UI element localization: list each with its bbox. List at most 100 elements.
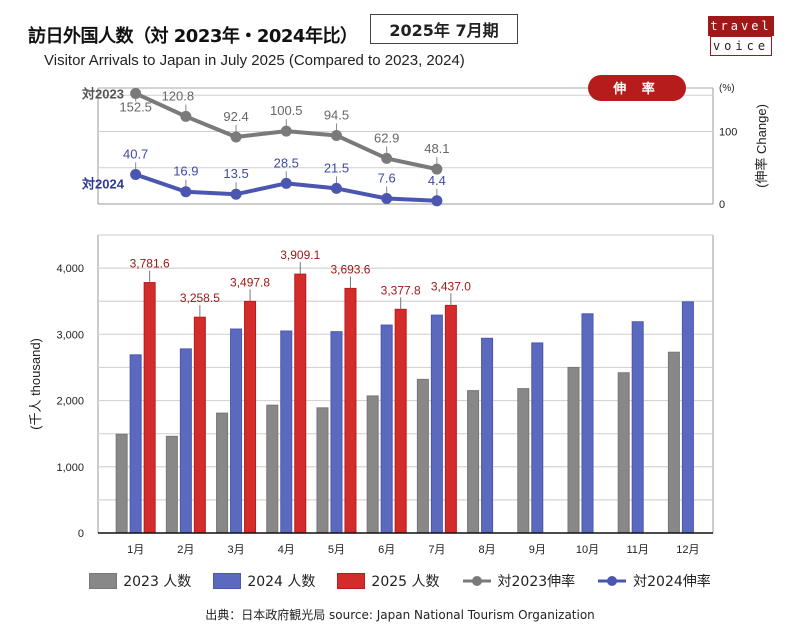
legend-label: 対2024伸率 [633, 574, 711, 590]
bar-data-label: 3,909.1 [280, 248, 320, 262]
line-series-name: 対2023 [81, 86, 124, 101]
visitor-bar-chart: 0 1,000 2,000 3,000 4,000 (千人 thousand) 3,781.… [28, 234, 714, 556]
bar-x-tick-label: 3月 [227, 544, 244, 556]
line-point [180, 186, 192, 198]
source-note: 出典：日本政府観光局 source: Japan National Touris… [205, 608, 595, 622]
bar-2025 [344, 287, 357, 534]
growth-rate-chart: 0 100 (%) (伸率 Change) 伸 率 152.5 120.8 92.4 100.5… [81, 75, 769, 211]
chart-title-en: Visitor Arrivals to Japan in July 2025 (… [44, 52, 465, 69]
line-point [130, 168, 142, 180]
logo-top-text: travel [708, 16, 774, 36]
line-y-axis-title: (伸率 Change) [754, 104, 769, 188]
line-point [330, 129, 342, 141]
line-point [431, 163, 443, 175]
bar-y-tick-label: 2,000 [56, 396, 84, 408]
bar-2023 [165, 435, 178, 534]
line-data-label: 4.4 [428, 173, 446, 188]
line-data-label: 40.7 [123, 146, 148, 161]
chart-title-jp: 訪日外国人数（対 2023年・2024年比） [28, 26, 358, 47]
bar-y-tick-label: 0 [78, 528, 84, 540]
bar-x-tick-label: 2月 [177, 544, 194, 556]
bar-x-tick-label: 11月 [626, 544, 648, 556]
logo-bottom-text: voice [710, 36, 772, 56]
bar-2024 [179, 348, 192, 534]
bar-2024 [230, 328, 243, 534]
bar-2024 [681, 301, 694, 534]
line-data-label: 94.5 [324, 107, 349, 122]
line-point [280, 125, 292, 137]
bar-x-tick-label: 4月 [278, 544, 295, 556]
line-y-tick-label: 0 [719, 199, 725, 211]
line-point [431, 195, 443, 207]
bar-x-tick-label: 9月 [529, 544, 546, 556]
bar-data-label: 3,258.5 [180, 291, 220, 305]
legend-line-marker-icon [598, 576, 627, 586]
bar-y-tick-label: 4,000 [56, 263, 84, 275]
line-series-name: 対2024 [81, 176, 125, 191]
line-data-label: 62.9 [374, 130, 399, 145]
legend-line-marker-icon [462, 576, 491, 586]
bar-2023 [467, 390, 480, 534]
bar-x-tick-label: 8月 [479, 544, 496, 556]
bar-2024 [581, 313, 594, 534]
legend-swatch-2023 [89, 573, 118, 589]
bar-2025 [244, 300, 257, 534]
bar-2024 [129, 354, 142, 534]
growth-badge [588, 75, 686, 101]
line-data-label: 21.5 [324, 160, 349, 175]
line-point [280, 177, 292, 189]
bar-2024 [531, 342, 544, 534]
bar-data-label: 3,437.0 [431, 279, 471, 293]
bar-2023 [366, 395, 379, 534]
bar-2024 [280, 330, 293, 534]
legend-label: 2024 人数 [247, 574, 316, 590]
bar-2023 [316, 407, 329, 534]
line-data-label: 92.4 [223, 109, 248, 124]
bar-2023 [266, 404, 279, 534]
bar-y-tick-label: 3,000 [56, 329, 84, 341]
legend-label: 2025 人数 [371, 574, 440, 590]
bar-2023 [567, 366, 580, 534]
bar-2023 [667, 351, 680, 534]
legend-item-vs2023: 対2023伸率 [462, 571, 576, 591]
legend-swatch-2025 [337, 573, 366, 589]
chart-canvas: 0 100 (%) (伸率 Change) 伸 率 152.5 120.8 92.4 100.5… [28, 75, 769, 556]
line-unit-label: (%) [719, 83, 735, 94]
line-data-label: 28.5 [274, 155, 299, 170]
line-point [381, 152, 393, 164]
legend-item-2025: 2025 人数 [337, 571, 440, 591]
bar-data-label: 3,497.8 [230, 275, 270, 289]
bar-2023 [416, 378, 429, 534]
bar-2023 [617, 372, 630, 534]
bar-2025 [143, 282, 156, 534]
bar-2024 [631, 321, 644, 534]
legend-label: 2023 人数 [123, 574, 192, 590]
bar-x-tick-label: 10月 [576, 544, 599, 556]
line-point [381, 192, 393, 204]
line-data-label: 120.8 [162, 88, 195, 103]
line-point [130, 87, 142, 99]
period-box: 2025年 7月期 [370, 14, 518, 44]
bar-2025 [444, 304, 457, 534]
line-point [180, 110, 192, 122]
bar-2025 [294, 273, 307, 534]
bar-2023 [115, 433, 128, 534]
line-data-label: 100.5 [270, 103, 303, 118]
line-y-tick-label: 100 [719, 127, 737, 139]
line-data-label: 7.6 [378, 170, 396, 185]
bar-2025 [193, 316, 206, 534]
legend-swatch-2024 [213, 573, 242, 589]
bar-2024 [430, 314, 443, 534]
bar-2023 [517, 388, 530, 534]
line-data-label: 16.9 [173, 164, 198, 179]
bar-data-label: 3,781.6 [130, 257, 170, 271]
bar-x-tick-label: 1月 [127, 544, 144, 556]
line-point [230, 188, 242, 200]
bar-2024 [380, 324, 393, 534]
bar-2025 [394, 308, 407, 534]
legend-item-2023: 2023 人数 [89, 571, 191, 591]
legend-label: 対2023伸率 [497, 574, 576, 590]
bar-x-tick-label: 5月 [328, 544, 345, 556]
line-data-label: 152.5 [119, 99, 152, 114]
line-point [330, 182, 342, 194]
